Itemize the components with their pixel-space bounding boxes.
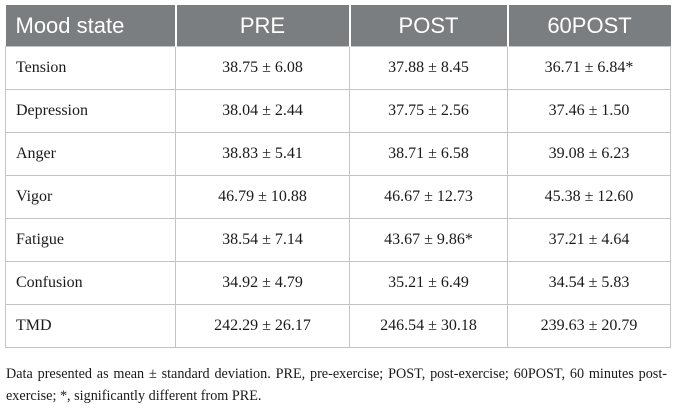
header-pre: PRE: [175, 5, 351, 47]
cell-pre: 46.79 ± 10.88: [175, 175, 350, 219]
header-60post: 60POST: [507, 5, 671, 47]
table-header: Mood state PRE POST 60POST: [5, 5, 671, 47]
cell-60post: 34.54 ± 5.83: [507, 261, 671, 305]
table-row: Vigor 46.79 ± 10.88 46.67 ± 12.73 45.38 …: [5, 175, 671, 219]
table-body: Tension 38.75 ± 6.08 37.88 ± 8.45 36.71 …: [5, 46, 671, 348]
row-label: Confusion: [5, 261, 176, 305]
cell-post: 37.88 ± 8.45: [349, 46, 508, 90]
cell-pre: 242.29 ± 26.17: [175, 304, 350, 348]
cell-60post: 239.63 ± 20.79: [507, 304, 671, 348]
table-row: Tension 38.75 ± 6.08 37.88 ± 8.45 36.71 …: [5, 46, 671, 90]
table-row: Fatigue 38.54 ± 7.14 43.67 ± 9.86* 37.21…: [5, 218, 671, 262]
cell-pre: 34.92 ± 4.79: [175, 261, 350, 305]
row-label: Tension: [5, 46, 176, 90]
row-label: Fatigue: [5, 218, 176, 262]
row-label: Anger: [5, 132, 176, 176]
cell-pre: 38.04 ± 2.44: [175, 89, 350, 133]
cell-pre: 38.83 ± 5.41: [175, 132, 350, 176]
table-footnote: Data presented as mean ± standard deviat…: [6, 366, 667, 405]
cell-post: 38.71 ± 6.58: [349, 132, 508, 176]
cell-60post: 39.08 ± 6.23: [507, 132, 671, 176]
cell-pre: 38.75 ± 6.08: [175, 46, 350, 90]
table-row: Anger 38.83 ± 5.41 38.71 ± 6.58 39.08 ± …: [5, 132, 671, 176]
cell-60post: 45.38 ± 12.60: [507, 175, 671, 219]
table-row: Depression 38.04 ± 2.44 37.75 ± 2.56 37.…: [5, 89, 671, 133]
row-label: Vigor: [5, 175, 176, 219]
cell-post: 37.75 ± 2.56: [349, 89, 508, 133]
header-row: Mood state PRE POST 60POST: [5, 5, 671, 47]
header-post: POST: [349, 5, 509, 47]
row-label: TMD: [5, 304, 176, 348]
cell-60post: 37.21 ± 4.64: [507, 218, 671, 262]
row-label: Depression: [5, 89, 176, 133]
cell-post: 35.21 ± 6.49: [349, 261, 508, 305]
table-row: Confusion 34.92 ± 4.79 35.21 ± 6.49 34.5…: [5, 261, 671, 305]
cell-post: 246.54 ± 30.18: [349, 304, 508, 348]
cell-post: 46.67 ± 12.73: [349, 175, 508, 219]
table-row: TMD 242.29 ± 26.17 246.54 ± 30.18 239.63…: [5, 304, 671, 348]
cell-60post: 36.71 ± 6.84*: [507, 46, 671, 90]
header-mood-state: Mood state: [5, 5, 177, 47]
mood-state-table: Mood state PRE POST 60POST Tension 38.75…: [5, 5, 671, 348]
cell-60post: 37.46 ± 1.50: [507, 89, 671, 133]
mood-state-table-container: Mood state PRE POST 60POST Tension 38.75…: [5, 5, 671, 348]
cell-pre: 38.54 ± 7.14: [175, 218, 350, 262]
cell-post: 43.67 ± 9.86*: [349, 218, 508, 262]
